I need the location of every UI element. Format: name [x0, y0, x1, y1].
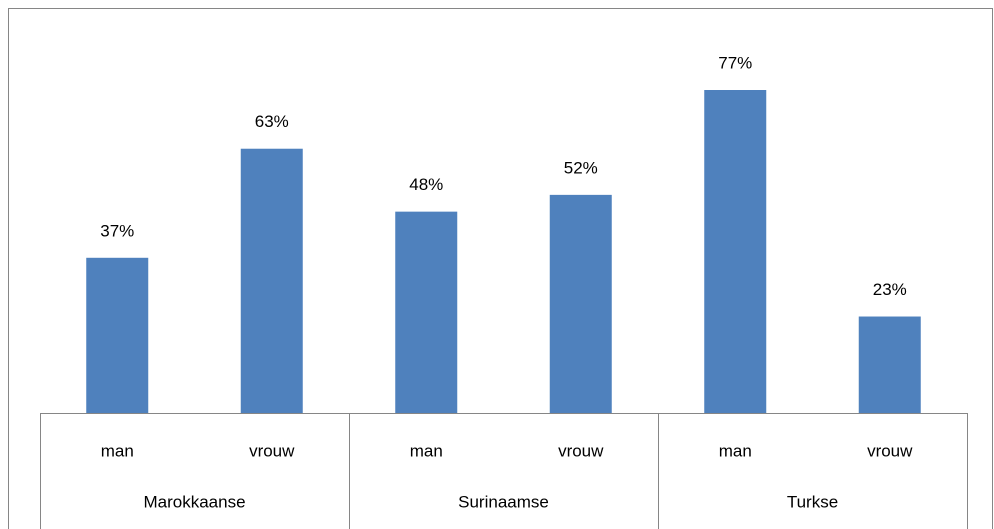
data-label: 63%	[255, 112, 289, 131]
bar	[704, 90, 767, 413]
chart-border	[8, 8, 993, 529]
x-tick-label: man	[719, 441, 752, 460]
bar	[395, 211, 458, 413]
data-label: 37%	[100, 221, 134, 240]
data-label: 77%	[718, 53, 752, 72]
data-label: 23%	[873, 280, 907, 299]
bar	[549, 194, 612, 413]
x-tick-label: vrouw	[249, 441, 295, 460]
bar	[858, 316, 921, 413]
x-tick-label: man	[101, 441, 134, 460]
group-label: Turkse	[787, 492, 838, 511]
data-label: 52%	[564, 158, 598, 177]
group-label: Surinaamse	[458, 492, 549, 511]
group-label: Marokkaanse	[143, 492, 245, 511]
bar	[240, 148, 303, 413]
x-tick-label: man	[410, 441, 443, 460]
x-tick-label: vrouw	[867, 441, 913, 460]
x-tick-label: vrouw	[558, 441, 604, 460]
data-label: 48%	[409, 175, 443, 194]
bar	[86, 257, 149, 413]
